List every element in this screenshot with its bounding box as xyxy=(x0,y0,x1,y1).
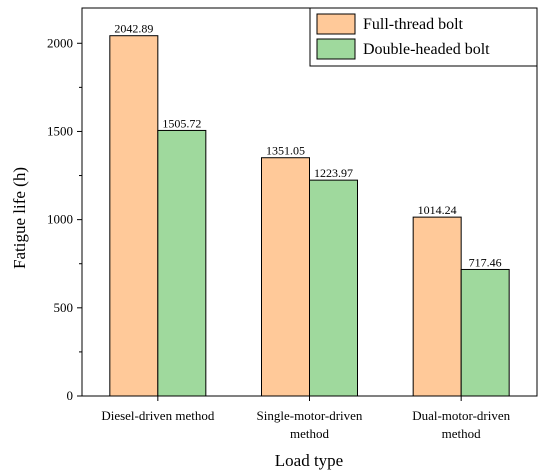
legend-label: Full-thread bolt xyxy=(363,16,464,33)
value-label: 717.46 xyxy=(469,255,502,269)
bar-full-thread-0 xyxy=(109,35,159,397)
bars-layer xyxy=(109,35,510,397)
x-tick-label: method xyxy=(442,426,481,441)
legend: Full-thread bolt Double-headed bolt xyxy=(309,7,538,67)
y-tick-labels-layer: 0 500 1000 1500 2000 xyxy=(47,35,73,403)
bar-double-headed-0 xyxy=(157,129,207,397)
y-tick-label: 500 xyxy=(54,300,74,315)
y-tick-label: 2000 xyxy=(47,35,73,50)
x-tick-label: Single-motor-driven xyxy=(257,408,363,423)
bar-full-thread-1 xyxy=(261,157,310,397)
x-tick-label: Diesel-driven method xyxy=(101,408,214,423)
value-label: 1351.05 xyxy=(266,144,305,158)
bar-double-headed-1 xyxy=(309,179,358,397)
value-label: 1014.24 xyxy=(418,203,457,217)
y-axis-title: Fatigue life (h) xyxy=(10,167,29,269)
x-tick-labels-layer: Diesel-driven method Single-motor-driven m… xyxy=(101,408,510,441)
value-labels-layer: 2042.89 1505.72 1351.05 1223.97 1014.24 717.4… xyxy=(114,22,501,270)
legend-swatch xyxy=(316,38,356,60)
y-tick-label: 1000 xyxy=(47,212,73,227)
x-axis-title: Load type xyxy=(275,451,343,470)
value-label: 2042.89 xyxy=(114,22,153,36)
value-label: 1223.97 xyxy=(314,166,353,180)
legend-swatch xyxy=(316,13,356,35)
y-tick-label: 1500 xyxy=(47,123,73,138)
x-tick-label: Dual-motor-driven xyxy=(412,408,510,423)
y-tick-label: 0 xyxy=(67,388,74,403)
bar-full-thread-2 xyxy=(412,216,462,397)
value-label: 1505.72 xyxy=(162,116,201,130)
legend-label: Double-headed bolt xyxy=(363,41,490,58)
x-tick-label: method xyxy=(290,426,329,441)
bar-double-headed-2 xyxy=(460,268,510,397)
